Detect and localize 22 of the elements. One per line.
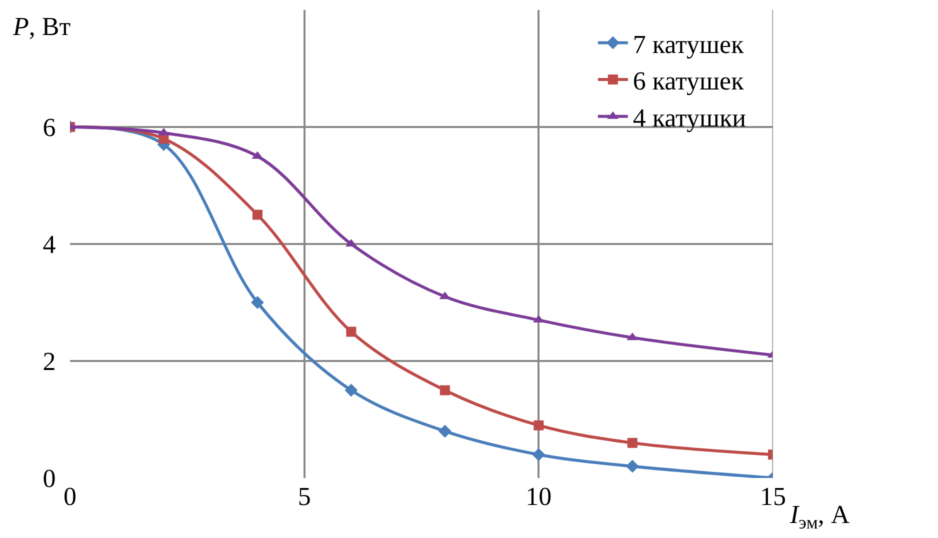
legend-label: 7 катушек [632, 30, 744, 59]
point [346, 326, 356, 337]
point [250, 296, 264, 309]
point [438, 424, 452, 438]
point [252, 210, 262, 220]
point [344, 384, 358, 397]
y-tick-label: 2 [42, 347, 56, 376]
y-tick-label: 6 [42, 113, 56, 142]
y-tick-label: 4 [42, 230, 56, 260]
point [534, 420, 544, 430]
y-axis-title: P, Вт [12, 12, 71, 41]
point [627, 438, 638, 448]
point [440, 385, 450, 396]
legend-label: 6 катушек [632, 66, 744, 96]
x-tick-label: 5 [298, 482, 311, 511]
x-tick-label: 15 [760, 482, 786, 511]
x-tick-label: 0 [64, 482, 76, 511]
x-axis-title: I$_{эм}$, А [789, 500, 850, 532]
legend-label: 4 катушки [632, 104, 746, 132]
point [532, 448, 546, 462]
x-tick-label: 10 [526, 482, 552, 511]
point [626, 460, 639, 473]
